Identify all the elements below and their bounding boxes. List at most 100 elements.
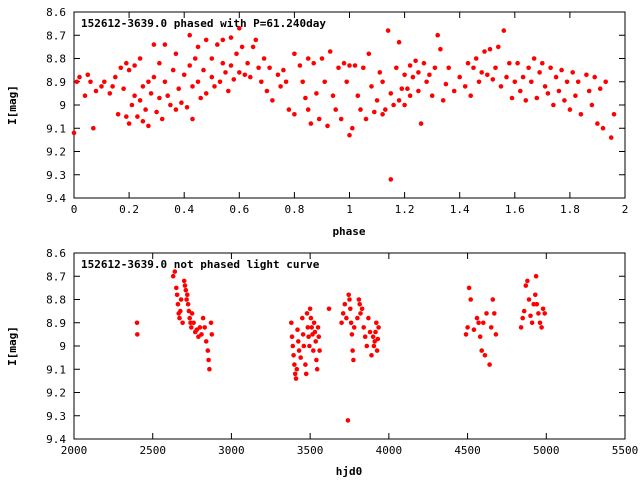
phased-data-point xyxy=(311,60,317,66)
phased-data-point xyxy=(212,84,217,89)
phased-data-point xyxy=(573,93,578,98)
unphased-data-point xyxy=(307,306,313,312)
unphased-data-point xyxy=(518,325,524,330)
phased-data-point xyxy=(195,44,201,50)
phased-data-point xyxy=(432,65,438,71)
phased-data-point xyxy=(457,74,463,80)
phased-data-point xyxy=(531,56,537,61)
phased-data-point xyxy=(584,72,589,78)
phased-data-point xyxy=(338,116,344,122)
phased-data-point xyxy=(77,74,82,80)
phased-data-point xyxy=(187,32,192,38)
phased-data-point xyxy=(396,39,402,45)
unphased-data-point xyxy=(291,353,296,358)
phased-data-point xyxy=(330,93,336,98)
phased-data-point xyxy=(303,95,308,101)
unphased-data-point xyxy=(175,301,181,307)
phased-data-point xyxy=(113,74,118,80)
unphased-data-point xyxy=(367,329,373,335)
phased-data-point xyxy=(405,86,410,91)
unphased-data-point xyxy=(303,371,309,377)
unphased-data-point xyxy=(314,366,320,372)
unphased-data-point xyxy=(200,315,206,321)
unphased-data-point xyxy=(482,353,488,358)
unphased-data-point xyxy=(182,283,188,288)
phased-data-point xyxy=(537,70,542,75)
phased-data-point xyxy=(553,74,559,80)
unphased-data-point xyxy=(539,325,544,330)
phased-x-tick-label: 1.6 xyxy=(505,203,525,216)
phased-chart-title: 152612-3639.0 phased with P=61.240day xyxy=(81,17,326,30)
unphased-y-tick-label: 9.2 xyxy=(46,387,66,400)
phased-data-point xyxy=(476,79,482,85)
unphased-data-point xyxy=(488,325,494,330)
phased-data-point xyxy=(140,84,146,89)
phased-data-point xyxy=(137,98,143,103)
phased-data-point xyxy=(220,37,226,43)
unphased-data-point xyxy=(185,292,190,298)
phased-data-point xyxy=(162,79,168,85)
phased-data-point xyxy=(570,70,575,75)
unphased-data-point xyxy=(361,325,367,330)
unphased-data-point xyxy=(340,311,346,316)
phased-data-point xyxy=(507,60,512,66)
phased-data-point xyxy=(399,86,405,91)
unphased-data-point xyxy=(344,315,349,321)
phased-data-point xyxy=(509,95,515,101)
phased-data-point xyxy=(325,123,330,129)
phased-data-point xyxy=(597,86,603,91)
unphased-data-point xyxy=(348,320,354,326)
phased-data-point xyxy=(217,79,223,85)
unphased-data-point xyxy=(305,325,311,330)
phased-x-tick-label: 1 xyxy=(346,203,353,216)
phased-data-point xyxy=(380,112,385,117)
phased-data-point xyxy=(165,93,170,98)
unphased-data-point xyxy=(316,334,322,340)
phased-y-tick-label: 9.2 xyxy=(46,146,66,159)
phased-data-point xyxy=(201,67,206,73)
unphased-data-point xyxy=(172,269,178,274)
phased-data-point xyxy=(239,44,245,50)
unphased-data-point xyxy=(313,339,319,344)
unphased-data-point xyxy=(476,320,481,326)
unphased-data-point xyxy=(311,320,317,326)
unphased-data-point xyxy=(308,315,314,321)
phased-data-point xyxy=(88,79,93,85)
phased-plot-frame xyxy=(73,11,626,199)
unphased-data-point xyxy=(349,332,355,337)
unphased-data-point xyxy=(206,357,211,363)
phased-y-tick-label: 8.9 xyxy=(46,76,66,89)
unphased-y-tick-label: 9.3 xyxy=(46,410,66,423)
phased-data-point xyxy=(91,125,96,131)
unphased-data-point xyxy=(186,308,192,314)
unphased-data-point xyxy=(533,273,539,279)
unphased-data-points xyxy=(134,269,547,423)
phased-data-point xyxy=(548,65,553,71)
phased-data-point xyxy=(124,60,129,66)
phased-data-point xyxy=(203,37,209,43)
phased-data-point xyxy=(99,84,104,89)
phased-data-point xyxy=(534,95,540,101)
unphased-x-axis-label: hjd0 xyxy=(336,465,363,478)
phased-data-point xyxy=(468,93,474,98)
unphased-ticks: 2000 2500 3000 3500 4000 4500 5000 5500 8.6 8.7 8.… xyxy=(46,247,638,457)
phased-data-point xyxy=(542,84,548,89)
unphased-x-tick-label: 3000 xyxy=(218,444,245,457)
phased-data-point xyxy=(523,98,529,103)
phased-data-point xyxy=(228,63,234,68)
phased-data-point xyxy=(567,107,573,112)
unphased-data-point xyxy=(345,418,351,423)
phased-data-point xyxy=(305,107,311,112)
unphased-data-point xyxy=(311,348,316,353)
phased-data-point xyxy=(132,63,137,68)
phased-data-point xyxy=(292,51,297,57)
phased-data-point xyxy=(157,60,162,66)
phased-data-point xyxy=(418,121,424,126)
phased-data-point xyxy=(416,88,421,94)
phased-data-point xyxy=(589,102,595,108)
phased-data-point xyxy=(215,42,220,47)
unphased-data-point xyxy=(373,329,378,335)
phased-data-point xyxy=(146,79,151,85)
phased-data-point xyxy=(286,107,292,112)
phased-x-tick-label: 0.8 xyxy=(284,203,304,216)
